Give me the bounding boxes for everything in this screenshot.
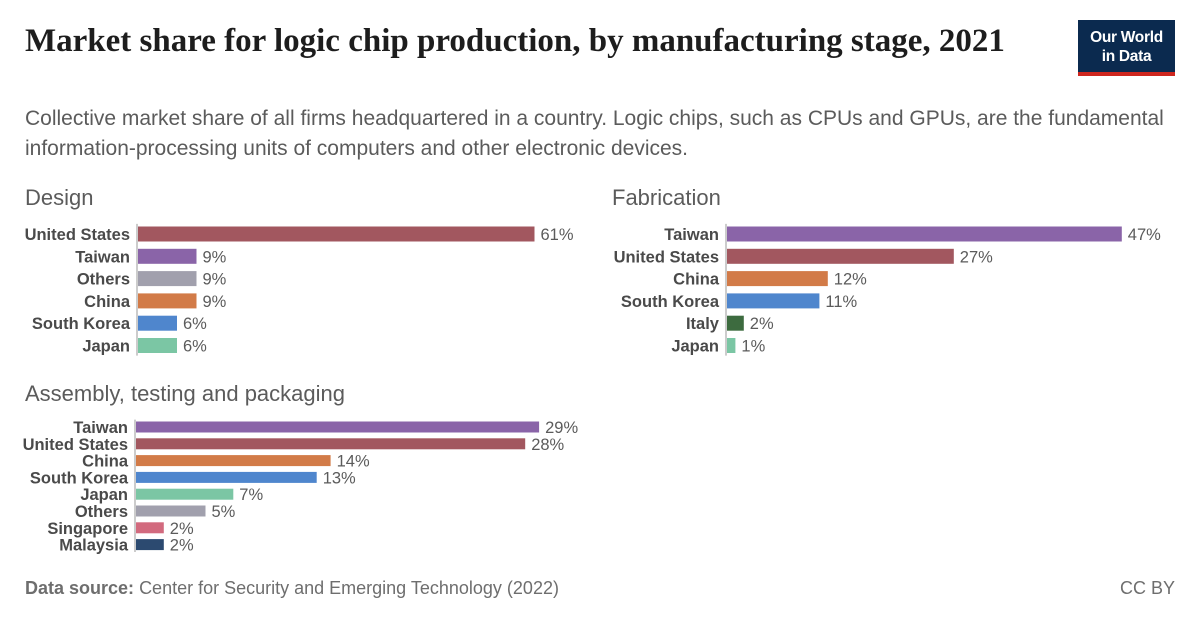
category-label-assembly-testing-and-packaging-south-korea: South Korea (30, 469, 129, 487)
owid-logo[interactable]: Our World in Data (1078, 20, 1175, 76)
value-label-assembly-testing-and-packaging-south-korea: 13% (323, 469, 356, 487)
bar-design-china[interactable] (138, 293, 197, 309)
bar-assembly-testing-and-packaging-others[interactable] (136, 505, 206, 517)
category-label-assembly-testing-and-packaging-malaysia: Malaysia (59, 537, 129, 555)
category-label-assembly-testing-and-packaging-singapore: Singapore (47, 520, 128, 538)
value-label-assembly-testing-and-packaging-singapore: 2% (170, 520, 194, 538)
bar-assembly-testing-and-packaging-china[interactable] (136, 455, 331, 467)
value-label-design-south-korea: 6% (183, 315, 207, 333)
category-label-design-south-korea: South Korea (32, 315, 131, 333)
bar-fabrication-taiwan[interactable] (727, 226, 1122, 242)
bar-assembly-testing-and-packaging-taiwan[interactable] (136, 421, 540, 433)
bar-assembly-testing-and-packaging-japan[interactable] (136, 488, 234, 500)
bar-design-others[interactable] (138, 271, 197, 287)
value-label-fabrication-italy: 2% (750, 315, 774, 333)
logo-line-2: in Data (1101, 48, 1152, 65)
bar-fabrication-south-korea[interactable] (727, 293, 820, 309)
bar-design-south-korea[interactable] (138, 315, 177, 331)
value-label-assembly-testing-and-packaging-united-states: 28% (531, 436, 564, 454)
bar-assembly-testing-and-packaging-singapore[interactable] (136, 522, 164, 534)
category-label-design-china: China (84, 293, 131, 311)
chart-title: Market share for logic chip production, … (25, 23, 1005, 59)
value-label-fabrication-united-states: 27% (960, 248, 993, 266)
value-label-design-china: 9% (203, 293, 227, 311)
value-label-design-taiwan: 9% (203, 248, 227, 266)
value-label-design-japan: 6% (183, 338, 207, 356)
bar-design-united-states[interactable] (138, 226, 535, 242)
panel-assembly-testing-and-packaging: Assembly, testing and packaging Taiwan 29%… (23, 381, 579, 555)
category-label-fabrication-south-korea: South Korea (621, 293, 720, 311)
category-label-design-united-states: United States (25, 226, 130, 244)
data-source-label: Data source: (25, 578, 135, 598)
panel-fabrication: Fabrication Taiwan 47% United States 27% Chin… (612, 185, 1161, 356)
category-label-assembly-testing-and-packaging-taiwan: Taiwan (73, 419, 128, 437)
logo-line-1: Our World (1090, 29, 1163, 46)
license-label[interactable]: CC BY (1119, 578, 1175, 598)
chart-subtitle: Collective market share of all firms hea… (25, 107, 1164, 160)
bar-fabrication-china[interactable] (727, 271, 828, 287)
value-label-assembly-testing-and-packaging-japan: 7% (239, 486, 263, 504)
bar-design-taiwan[interactable] (138, 248, 197, 264)
category-label-assembly-testing-and-packaging-japan: Japan (80, 486, 128, 504)
value-label-fabrication-taiwan: 47% (1128, 226, 1161, 244)
bar-design-japan[interactable] (138, 338, 177, 353)
category-label-assembly-testing-and-packaging-china: China (82, 453, 129, 471)
category-label-fabrication-united-states: United States (614, 248, 719, 266)
data-source: Data source: Center for Security and Eme… (25, 578, 559, 599)
value-label-fabrication-japan: 1% (741, 338, 765, 356)
category-label-fabrication-taiwan: Taiwan (664, 226, 719, 244)
panel-design: Design United States 61% Taiwan 9% Others 9% Ch… (25, 185, 574, 356)
data-source-text[interactable]: Center for Security and Emerging Technol… (139, 578, 559, 598)
category-label-assembly-testing-and-packaging-united-states: United States (23, 436, 128, 454)
panel-title-assembly-testing-and-packaging: Assembly, testing and packaging (25, 381, 345, 406)
category-label-design-taiwan: Taiwan (75, 248, 130, 266)
value-label-assembly-testing-and-packaging-others: 5% (212, 503, 236, 521)
value-label-design-united-states: 61% (541, 226, 574, 244)
panel-title-fabrication: Fabrication (612, 185, 721, 210)
bar-assembly-testing-and-packaging-malaysia[interactable] (136, 539, 164, 551)
category-label-fabrication-italy: Italy (686, 315, 720, 333)
bar-fabrication-italy[interactable] (727, 315, 744, 331)
category-label-fabrication-china: China (673, 271, 720, 289)
category-label-fabrication-japan: Japan (671, 338, 719, 356)
category-label-design-japan: Japan (82, 338, 130, 356)
value-label-assembly-testing-and-packaging-china: 14% (337, 453, 370, 471)
bar-fabrication-united-states[interactable] (727, 248, 954, 264)
value-label-assembly-testing-and-packaging-taiwan: 29% (545, 419, 578, 437)
value-label-assembly-testing-and-packaging-malaysia: 2% (170, 537, 194, 555)
value-label-fabrication-south-korea: 11% (825, 293, 857, 311)
value-label-design-others: 9% (203, 271, 227, 289)
panel-title-design: Design (25, 185, 93, 210)
bar-assembly-testing-and-packaging-south-korea[interactable] (136, 471, 317, 483)
bar-assembly-testing-and-packaging-united-states[interactable] (136, 438, 526, 450)
category-label-design-others: Others (77, 271, 130, 289)
value-label-fabrication-china: 12% (834, 271, 867, 289)
bar-fabrication-japan[interactable] (727, 338, 736, 353)
category-label-assembly-testing-and-packaging-others: Others (75, 503, 128, 521)
